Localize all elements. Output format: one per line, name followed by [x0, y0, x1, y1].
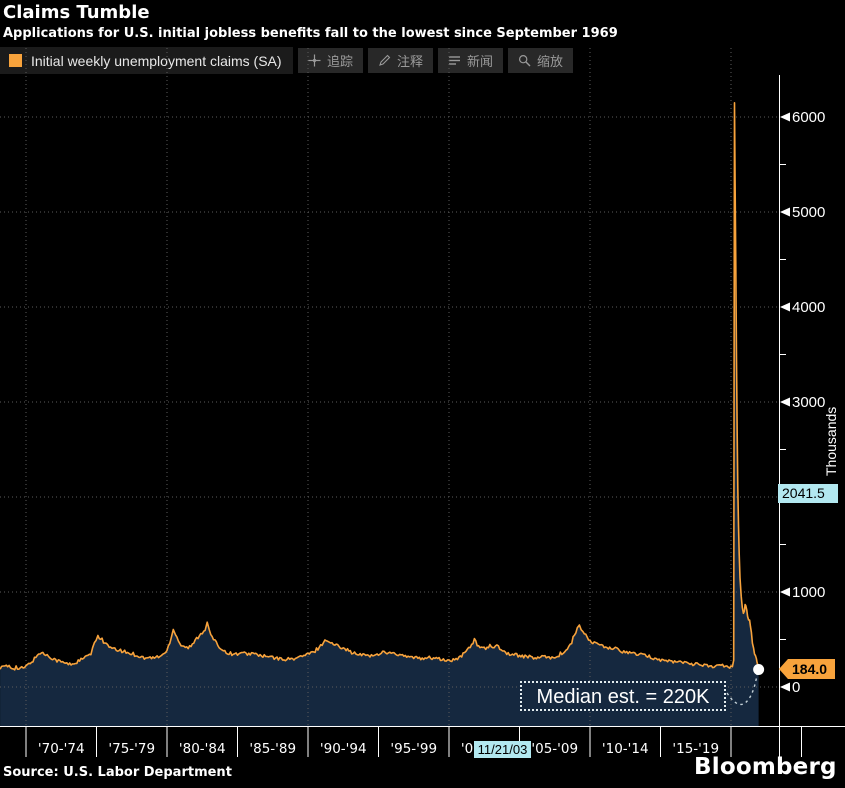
y-tick-label: 5000 — [792, 203, 826, 221]
track-button[interactable]: 追踪 — [298, 48, 364, 73]
track-button-label: 追踪 — [327, 54, 354, 69]
y-tick-label: 3000 — [792, 393, 826, 411]
magnifier-icon — [518, 54, 531, 67]
y-tick-label: 4000 — [792, 298, 826, 316]
x-period-label: '85-'89 — [249, 741, 297, 757]
x-period-label: '15-'19 — [672, 741, 720, 757]
bloomberg-wordmark: Bloomberg — [694, 754, 837, 780]
median-annotation[interactable]: Median est. = 220K — [520, 681, 726, 711]
x-period-label: '05-'09 — [531, 741, 579, 757]
annotate-button[interactable]: 注释 — [368, 48, 434, 73]
bloomberg-logo: Bloomberg — [694, 753, 845, 781]
x-period-label: '95-'99 — [390, 741, 438, 757]
x-period-label: '10-'14 — [601, 741, 649, 757]
pencil-icon — [378, 54, 391, 67]
last-value-badge: 184.0 — [779, 659, 835, 679]
x-period-label: '75-'79 — [108, 741, 156, 757]
y-tick-label: 6000 — [792, 108, 826, 126]
news-list-icon — [448, 54, 461, 67]
y-tick-label: 1000 — [792, 583, 826, 601]
y-axis-unit-label: Thousands — [823, 406, 839, 476]
legend: Initial weekly unemployment claims (SA) — [0, 47, 293, 74]
news-button-label: 新闻 — [467, 54, 494, 69]
tracker-value-badge: 2041.5 — [778, 484, 838, 503]
zoom-button[interactable]: 缩放 — [508, 48, 574, 73]
annotate-button-label: 注释 — [397, 54, 424, 69]
crosshair-icon — [308, 54, 321, 67]
page-subtitle: Applications for U.S. initial jobless be… — [3, 26, 618, 41]
series-swatch-icon — [9, 54, 22, 67]
source-note: Source: U.S. Labor Department — [3, 765, 232, 780]
x-period-label: '90-'94 — [319, 741, 367, 757]
legend-label: Initial weekly unemployment claims (SA) — [31, 52, 282, 69]
zoom-button-label: 缩放 — [537, 54, 564, 69]
page-title: Claims Tumble — [3, 2, 150, 23]
y-tick-label: 0 — [792, 678, 801, 696]
tracker-date-badge: 11/21/03 — [474, 741, 531, 758]
x-period-label: '70-'74 — [37, 741, 85, 757]
x-period-label: '80-'84 — [178, 741, 226, 757]
